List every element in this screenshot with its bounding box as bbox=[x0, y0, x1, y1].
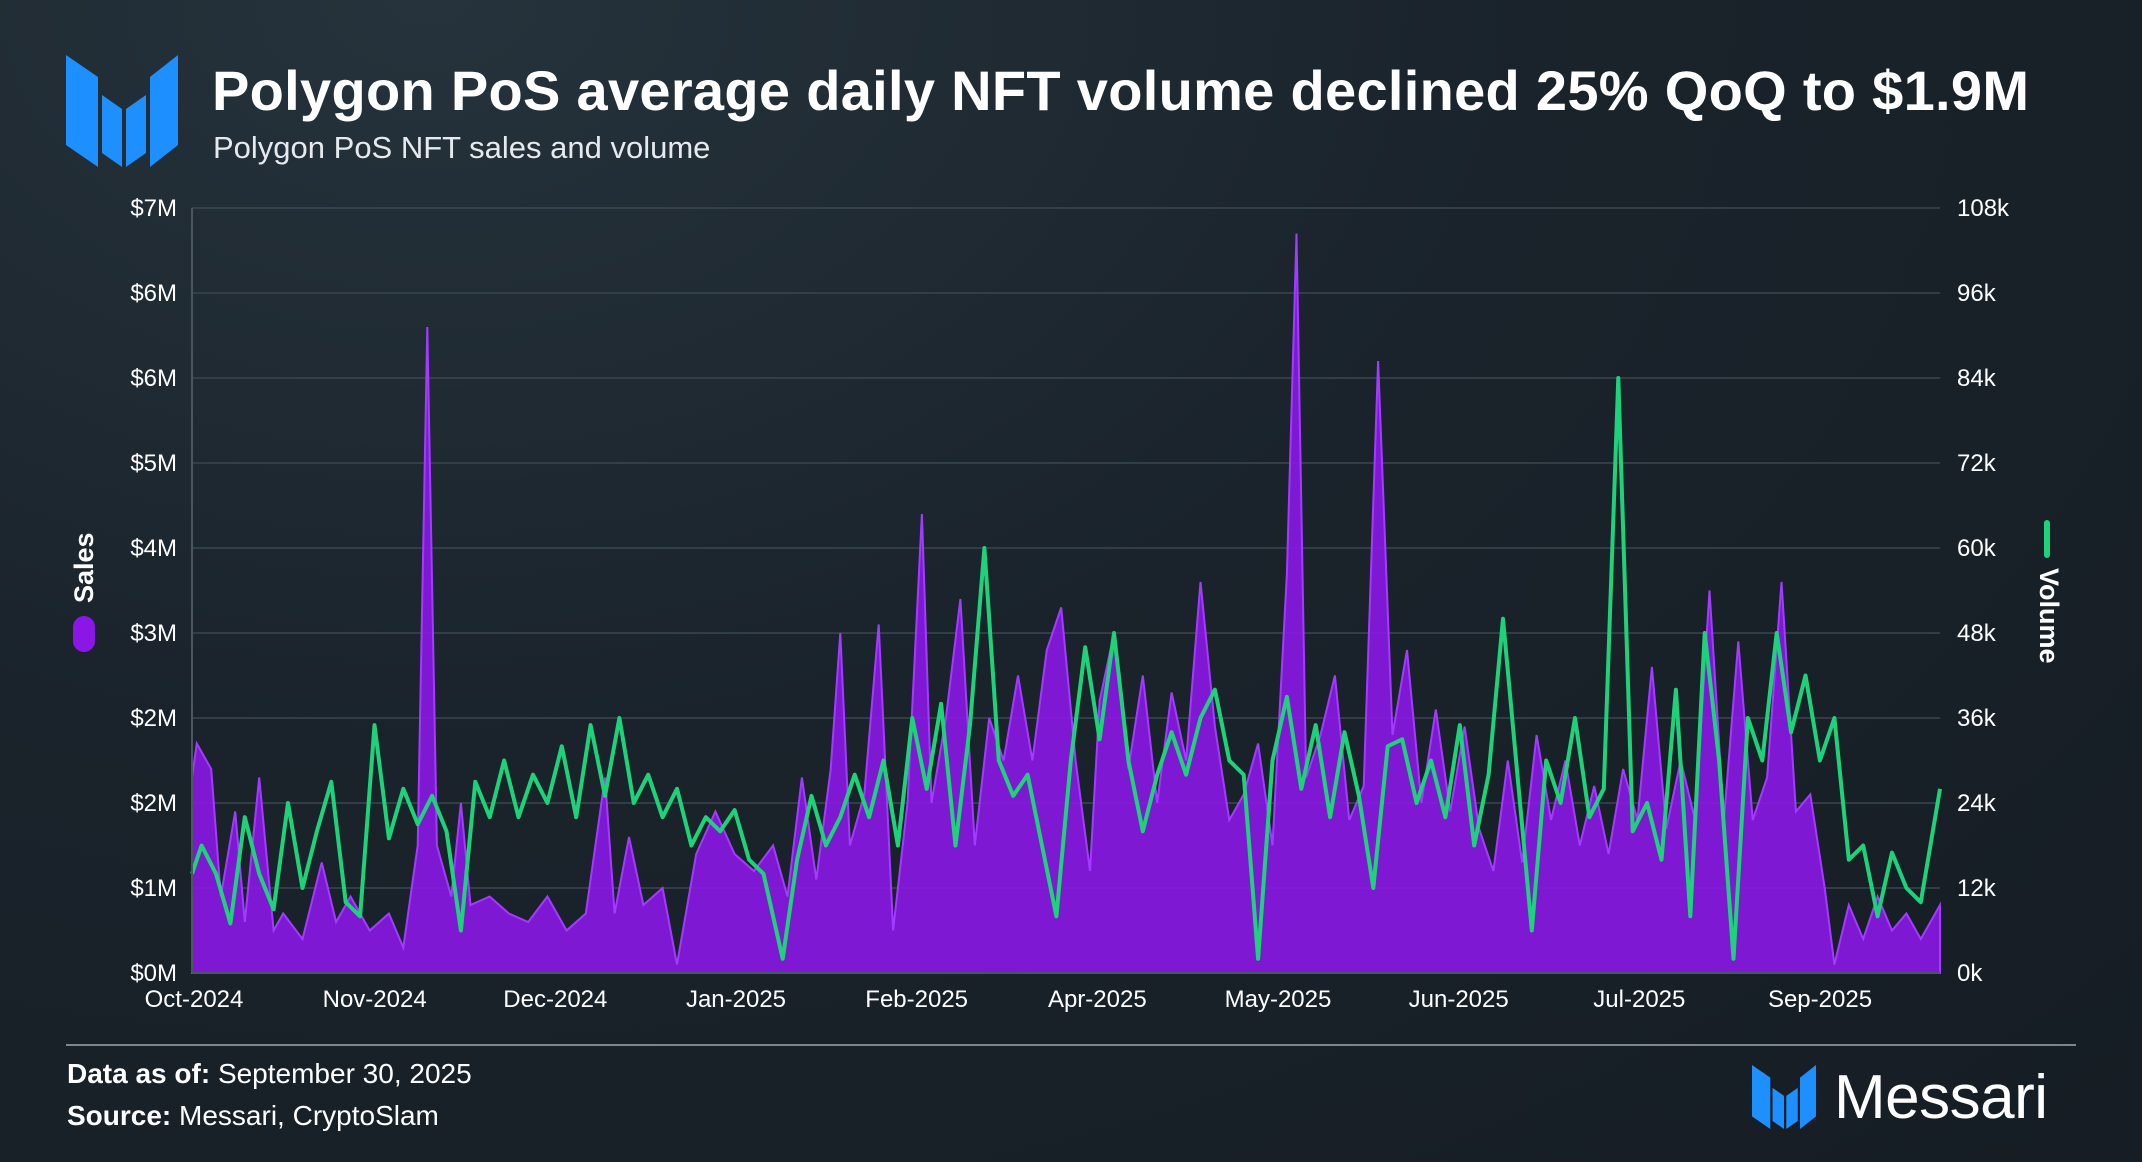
right-tick-label: 48k bbox=[1957, 620, 1997, 647]
left-tick-label: $4M bbox=[130, 535, 177, 562]
footer-divider bbox=[66, 1044, 2076, 1046]
left-axis-title: Sales bbox=[69, 532, 99, 652]
right-tick-label: 36k bbox=[1957, 705, 1997, 732]
right-tick-label: 12k bbox=[1957, 875, 1997, 902]
right-tick-label: 60k bbox=[1957, 535, 1997, 562]
source-value: Messari, CryptoSlam bbox=[179, 1100, 439, 1131]
x-tick-label: Jan-2025 bbox=[686, 986, 786, 1013]
data-date-line: Data as of: September 30, 2025 bbox=[67, 1058, 472, 1090]
messari-mark-icon bbox=[66, 55, 178, 167]
chart: $0M $1M $2M $2M $3M $4M $5M $6M $6M $7M 0k 12k 24k 3… bbox=[69, 195, 2064, 1013]
footer-brand: Messari bbox=[1752, 1062, 2048, 1132]
left-axis-label: Sales bbox=[69, 532, 99, 603]
left-tick-label: $1M bbox=[130, 875, 177, 902]
messari-mark-icon bbox=[1752, 1065, 1816, 1129]
left-tick-label: $6M bbox=[130, 280, 177, 307]
x-tick-label: Nov-2024 bbox=[323, 986, 427, 1013]
x-tick-label: Apr-2025 bbox=[1048, 986, 1147, 1013]
left-tick-label: $0M bbox=[130, 960, 177, 987]
data-date-label: Data as of: bbox=[67, 1058, 211, 1089]
x-tick-label: Feb-2025 bbox=[865, 986, 968, 1013]
right-tick-label: 72k bbox=[1957, 450, 1997, 477]
x-axis-ticks: Oct-2024 Nov-2024 Dec-2024 Jan-2025 Feb-2025… bbox=[145, 986, 1872, 1013]
chart-title: Polygon PoS average daily NFT volume dec… bbox=[212, 59, 2030, 122]
source-label: Source: bbox=[67, 1100, 172, 1131]
volume-line-series bbox=[190, 376, 1942, 961]
chart-subtitle: Polygon PoS NFT sales and volume bbox=[213, 130, 711, 165]
left-tick-label: $5M bbox=[130, 450, 177, 477]
x-tick-label: Oct-2024 bbox=[145, 986, 244, 1013]
right-tick-label: 84k bbox=[1957, 365, 1997, 392]
x-tick-label: Jun-2025 bbox=[1409, 986, 1509, 1013]
left-tick-label: $7M bbox=[130, 195, 177, 222]
right-axis-ticks: 0k 12k 24k 36k 48k 60k 72k 84k 96k 108k bbox=[1957, 195, 2010, 987]
right-axis-title: Volume bbox=[2034, 520, 2064, 664]
right-tick-label: 24k bbox=[1957, 790, 1997, 817]
x-tick-label: Sep-2025 bbox=[1768, 986, 1872, 1013]
left-tick-label: $3M bbox=[130, 620, 177, 647]
left-axis-ticks: $0M $1M $2M $2M $3M $4M $5M $6M $6M $7M bbox=[130, 195, 177, 987]
left-tick-label: $2M bbox=[130, 790, 177, 817]
sales-legend-swatch bbox=[73, 616, 95, 652]
right-tick-label: 96k bbox=[1957, 280, 1997, 307]
data-date-value: September 30, 2025 bbox=[217, 1058, 472, 1089]
brand-name: Messari bbox=[1834, 1062, 2048, 1132]
right-tick-label: 0k bbox=[1957, 960, 1983, 987]
x-tick-label: Jul-2025 bbox=[1593, 986, 1685, 1013]
sales-area-series bbox=[191, 233, 1941, 974]
x-tick-label: Dec-2024 bbox=[503, 986, 607, 1013]
right-axis-label: Volume bbox=[2034, 568, 2064, 664]
right-tick-label: 108k bbox=[1957, 195, 2010, 222]
source-line: Source: Messari, CryptoSlam bbox=[67, 1100, 439, 1132]
volume-legend-swatch bbox=[2044, 520, 2050, 558]
messari-logo bbox=[66, 55, 178, 167]
left-tick-label: $2M bbox=[130, 705, 177, 732]
x-tick-label: May-2025 bbox=[1225, 986, 1332, 1013]
left-tick-label: $6M bbox=[130, 365, 177, 392]
